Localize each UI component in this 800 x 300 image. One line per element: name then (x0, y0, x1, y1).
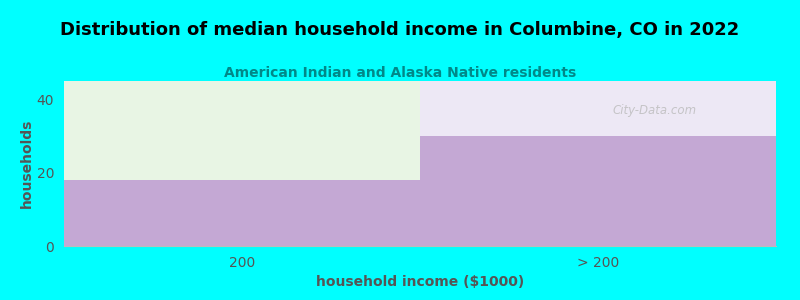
Bar (420, 136, 776, 246)
Bar (64, 81, 420, 180)
Text: Distribution of median household income in Columbine, CO in 2022: Distribution of median household income … (60, 21, 740, 39)
Bar (420, 81, 776, 136)
Y-axis label: households: households (20, 119, 34, 208)
Text: American Indian and Alaska Native residents: American Indian and Alaska Native reside… (224, 66, 576, 80)
Bar (64, 180, 420, 246)
Text: City-Data.com: City-Data.com (613, 104, 697, 117)
X-axis label: household income ($1000): household income ($1000) (316, 275, 524, 289)
